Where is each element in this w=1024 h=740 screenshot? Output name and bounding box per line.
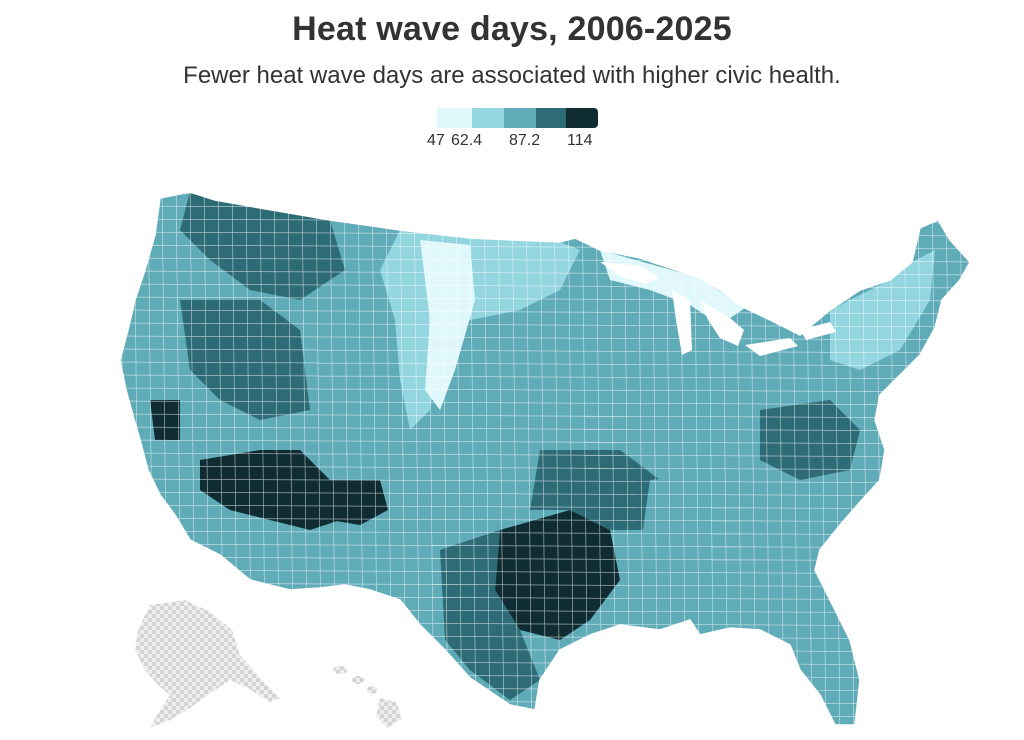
legend-swatch-3: [504, 108, 536, 128]
us-county-map: [0, 150, 1024, 735]
alaska-shape: [135, 600, 280, 728]
region-southeast: [640, 470, 800, 610]
region-south-texas: [440, 530, 540, 700]
region-northwest-mountains: [180, 192, 345, 300]
region-central-texas: [495, 510, 620, 640]
legend-swatch-4: [536, 108, 566, 128]
great-lakes: [600, 262, 836, 356]
region-northeast: [830, 250, 935, 370]
legend-label-break-2: 87.2: [509, 132, 541, 149]
chart-subtitle: Fewer heat wave days are associated with…: [183, 62, 841, 89]
hawaii-shape: [333, 666, 402, 728]
map-svg: [119, 191, 971, 728]
legend-label-break-1: 62.4: [451, 132, 483, 149]
legend-color-bar: [437, 108, 598, 128]
region-four-corners: [320, 480, 388, 525]
chart-title: Heat wave days, 2006-2025: [292, 10, 732, 48]
conterminous-us-outline: [119, 191, 971, 726]
legend-swatch-2: [472, 108, 504, 128]
legend-label-max: 114: [567, 132, 593, 149]
region-great-basin: [180, 300, 310, 420]
legend-swatch-1: [437, 108, 472, 128]
region-central-valley: [150, 400, 180, 440]
legend-label-min: 47: [427, 132, 445, 149]
region-lightest-plains: [420, 240, 475, 410]
region-appalachia: [760, 400, 860, 480]
color-legend: 47 62.4 87.2 114: [425, 108, 600, 149]
legend-swatch-5: [566, 108, 598, 128]
